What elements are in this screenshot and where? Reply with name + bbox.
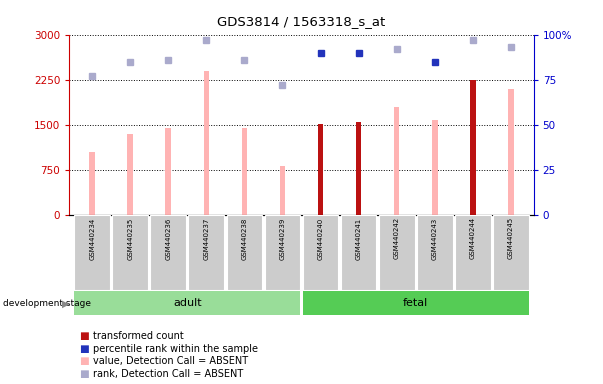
Bar [112, 215, 148, 290]
Text: adult: adult [173, 298, 201, 308]
Text: GSM440239: GSM440239 [279, 217, 285, 260]
Text: value, Detection Call = ABSENT: value, Detection Call = ABSENT [93, 356, 248, 366]
Bar [203, 71, 209, 215]
Bar [74, 291, 300, 316]
Text: ■: ■ [80, 344, 89, 354]
Bar [341, 215, 376, 290]
Text: percentile rank within the sample: percentile rank within the sample [93, 344, 259, 354]
Text: GSM440244: GSM440244 [470, 217, 476, 260]
Bar [265, 215, 300, 290]
Bar [379, 215, 414, 290]
Text: GSM440238: GSM440238 [241, 217, 247, 260]
Bar [417, 215, 453, 290]
Text: GSM440245: GSM440245 [508, 217, 514, 260]
Bar [227, 215, 262, 290]
Text: ▶: ▶ [62, 298, 69, 308]
Text: GSM440240: GSM440240 [318, 217, 324, 260]
Bar [508, 89, 514, 215]
Text: GSM440242: GSM440242 [394, 217, 400, 260]
Bar [318, 124, 323, 215]
Bar [150, 215, 186, 290]
Bar [455, 215, 491, 290]
Text: GSM440236: GSM440236 [165, 217, 171, 260]
Text: GSM440235: GSM440235 [127, 217, 133, 260]
Bar [303, 215, 338, 290]
Bar [74, 215, 110, 290]
Bar [356, 122, 361, 215]
Bar [189, 215, 224, 290]
Bar [470, 80, 476, 215]
Bar [493, 215, 529, 290]
Text: rank, Detection Call = ABSENT: rank, Detection Call = ABSENT [93, 369, 244, 379]
Bar [165, 128, 171, 215]
Bar [432, 120, 438, 215]
Text: ■: ■ [80, 331, 89, 341]
Text: GSM440241: GSM440241 [356, 217, 362, 260]
Text: development stage: development stage [3, 299, 91, 308]
Bar [89, 152, 95, 215]
Text: ■: ■ [80, 356, 89, 366]
Bar [242, 128, 247, 215]
Text: transformed count: transformed count [93, 331, 184, 341]
Text: GSM440234: GSM440234 [89, 217, 95, 260]
Bar [127, 134, 133, 215]
Bar [303, 291, 529, 316]
Bar [394, 107, 400, 215]
Text: GSM440243: GSM440243 [432, 217, 438, 260]
Text: GSM440237: GSM440237 [203, 217, 209, 260]
Bar [280, 166, 285, 215]
Text: ■: ■ [80, 369, 89, 379]
Text: fetal: fetal [403, 298, 428, 308]
Text: GDS3814 / 1563318_s_at: GDS3814 / 1563318_s_at [217, 15, 386, 28]
